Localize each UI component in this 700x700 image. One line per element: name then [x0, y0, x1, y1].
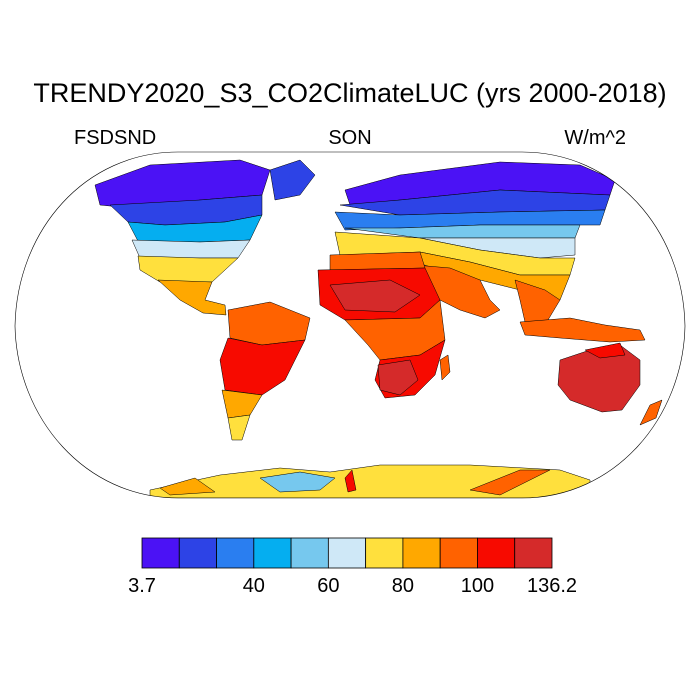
season-label: SON: [328, 127, 372, 149]
antarctica-orange-1: [159, 477, 216, 496]
colorbar-tick-label: 40: [242, 575, 265, 597]
antarctica-orange-2: [469, 469, 551, 496]
colorbar-segment: [178, 537, 217, 569]
colorbar-segment: [365, 537, 404, 569]
south-america-north: [227, 301, 311, 346]
colorbar-tick-label: 136.2: [526, 575, 578, 597]
variable-label: FSDSND: [74, 127, 157, 149]
colorbar-tick-label: 80: [391, 575, 415, 597]
south-america-south: [221, 389, 263, 419]
colorbar-segment: [439, 537, 478, 569]
greenland-edge: [269, 159, 316, 201]
colorbar-segment: [253, 537, 292, 569]
indonesia: [519, 317, 646, 343]
globe-outline: [14, 151, 686, 499]
units-label: W/m^2: [564, 127, 626, 149]
colorbar-segment: [290, 537, 329, 569]
colorbar-segment: [402, 537, 441, 569]
australia-north: [584, 342, 626, 359]
new-zealand: [639, 399, 663, 426]
madagascar: [439, 354, 451, 381]
colorbar-segment: [216, 537, 255, 569]
colorbar: [141, 537, 553, 569]
africa-north: [329, 251, 426, 271]
colorbar-tick-label: 100: [460, 575, 495, 597]
colorbar-segment: [327, 537, 367, 569]
africa-kalahari: [377, 359, 419, 396]
africa-sahara-core: [329, 279, 421, 313]
colorbar-segment: [141, 537, 180, 569]
antarctica-west: [259, 471, 336, 493]
antarctica-red: [344, 469, 357, 493]
central-america: [157, 279, 227, 316]
colorbar-tick-label: 60: [317, 575, 340, 597]
north-america-south: [137, 255, 239, 283]
north-america-temperate: [131, 239, 251, 259]
patagonia: [227, 414, 251, 441]
south-america-central: [219, 337, 306, 396]
colorbar-segment: [477, 537, 516, 569]
colorbar-tick-label: 3.7: [128, 575, 156, 597]
chart-title: TRENDY2020_S3_CO2ClimateLUC (yrs 2000-20…: [33, 78, 667, 108]
colorbar-segment: [514, 537, 553, 569]
